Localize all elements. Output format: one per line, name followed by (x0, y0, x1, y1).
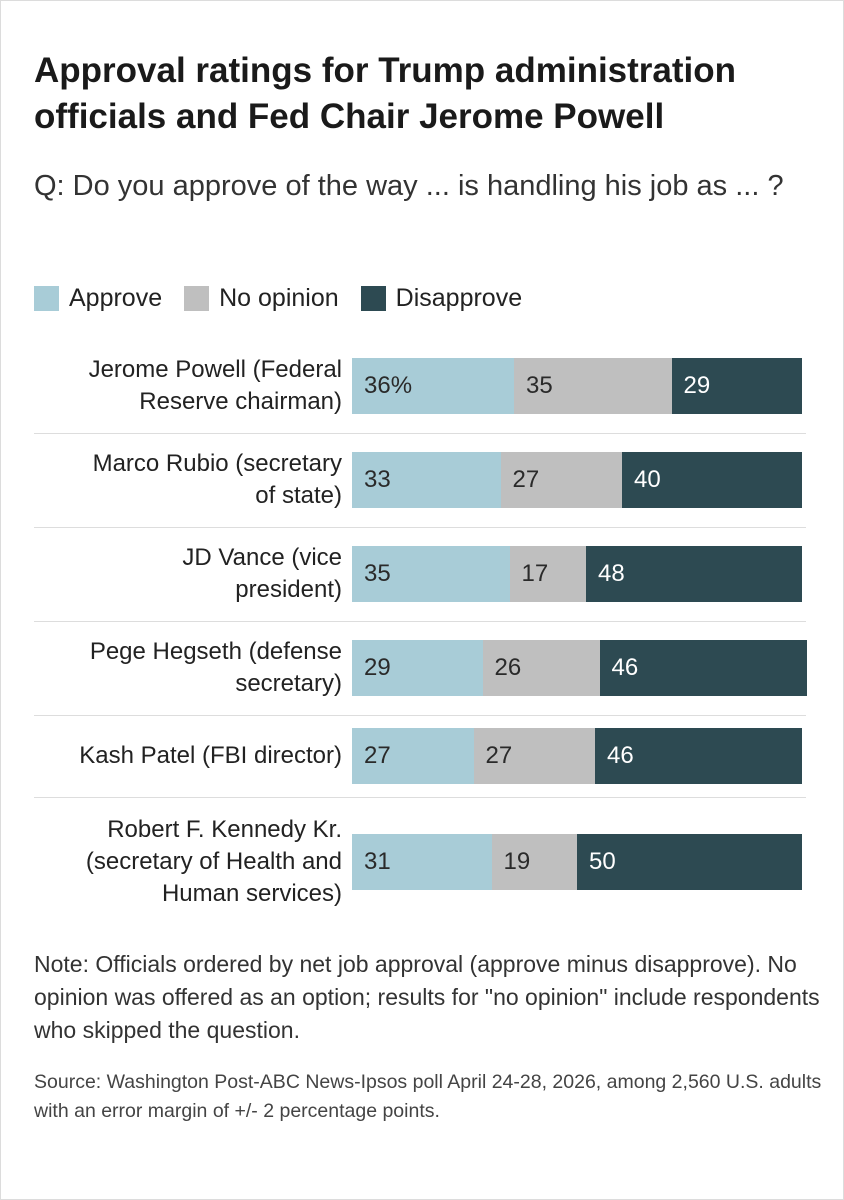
stacked-bar-chart: Jerome Powell (Federal Reserve chairman)… (0, 340, 844, 930)
data-label: 27 (364, 742, 391, 769)
stacked-bar: 35 17 48 (352, 546, 802, 602)
legend-label-no-opinion: No opinion (219, 284, 339, 312)
bar-segment-disapprove: 46 (599, 640, 807, 696)
data-label: 27 (512, 466, 540, 493)
data-label: 50 (589, 848, 616, 875)
bar-segment-disapprove: 29 (671, 358, 802, 414)
legend-item-no-opinion: No opinion (184, 284, 339, 313)
legend-item-disapprove: Disapprove (360, 284, 523, 313)
bar-segment-approve: 31 (352, 834, 492, 890)
row-label: Robert F. Kennedy Kr. (secretary of Heal… (85, 816, 342, 907)
data-label: 27 (485, 742, 513, 769)
legend-swatch-approve (34, 286, 59, 311)
legend: Approve No opinion Disapprove (34, 284, 544, 313)
bar-segment-approve: 35 (352, 546, 510, 602)
stacked-bar: 29 26 46 (352, 640, 807, 696)
stacked-bar: 36% 35 29 (352, 358, 802, 414)
data-label: 40 (634, 466, 661, 493)
chart-source: Source: Washington Post-ABC News-Ipsos p… (34, 1071, 822, 1122)
data-label: 33 (364, 466, 391, 493)
bar-segment-disapprove: 46 (595, 728, 802, 784)
bar-segment-approve: 36% (352, 358, 514, 414)
data-label: 46 (611, 654, 639, 681)
bar-segment-disapprove: 48 (586, 546, 802, 602)
data-label: 29 (683, 372, 711, 399)
data-label: 17 (521, 560, 549, 587)
data-label: 19 (503, 848, 531, 875)
bar-segment-approve: 33 (352, 452, 501, 508)
row-label: Pege Hegseth (defense secretary) (89, 638, 342, 697)
bar-segment-no-opinion: 35 (514, 358, 672, 414)
stacked-bar: 27 27 46 (352, 728, 802, 784)
data-label: 35 (364, 560, 391, 587)
row-divider (34, 797, 806, 798)
bar-segment-no-opinion: 19 (491, 834, 577, 890)
legend-swatch-no-opinion (184, 286, 210, 311)
bar-segment-no-opinion: 26 (482, 640, 600, 696)
data-label: 36% (364, 372, 413, 399)
row-divider (34, 433, 806, 434)
row-label: Jerome Powell (Federal Reserve chairman) (88, 356, 342, 415)
row-label: Marco Rubio (secretary of state) (92, 450, 342, 509)
legend-item-approve: Approve (34, 284, 162, 313)
data-label: 29 (364, 654, 391, 681)
row-divider (34, 715, 806, 716)
stacked-bar: 31 19 50 (352, 834, 802, 890)
data-label: 35 (526, 372, 553, 399)
bar-segment-no-opinion: 17 (509, 546, 586, 602)
legend-swatch-disapprove (360, 286, 386, 311)
row-divider (34, 527, 806, 528)
bar-segment-approve: 29 (352, 640, 483, 696)
bar-segment-disapprove: 50 (577, 834, 802, 890)
chart-subtitle: Q: Do you approve of the way ... is hand… (34, 170, 784, 202)
data-label: 48 (598, 560, 625, 587)
stacked-bar: 33 27 40 (352, 452, 802, 508)
bar-segment-no-opinion: 27 (500, 452, 622, 508)
row-label: JD Vance (vice president) (182, 544, 342, 603)
row-label: Kash Patel (FBI director) (79, 742, 342, 769)
chart-note: Note: Officials ordered by net job appro… (34, 951, 820, 1043)
bar-segment-no-opinion: 27 (473, 728, 595, 784)
chart-title: Approval ratings for Trump administratio… (34, 51, 737, 136)
data-label: 26 (494, 654, 522, 681)
data-label: 46 (607, 742, 634, 769)
bar-segment-disapprove: 40 (622, 452, 802, 508)
legend-label-disapprove: Disapprove (395, 284, 523, 312)
row-divider (34, 621, 806, 622)
data-label: 31 (364, 848, 391, 875)
bar-segment-approve: 27 (352, 728, 474, 784)
legend-label-approve: Approve (69, 284, 163, 312)
